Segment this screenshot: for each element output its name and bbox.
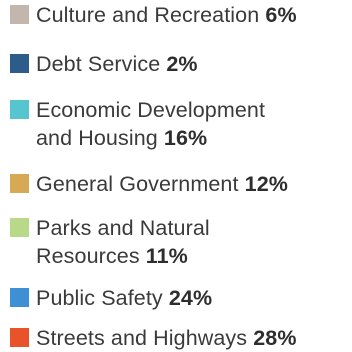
legend-value: 28% (253, 326, 297, 350)
legend-swatch-public-safety (10, 288, 29, 307)
legend-value: 2% (166, 52, 198, 76)
legend-item-general-government: General Government 12% (10, 170, 352, 198)
legend-swatch-general-government (10, 174, 29, 193)
legend-value: 11% (145, 244, 188, 268)
legend-item-parks-and-natural-resources: Parks and Natural Resources 11% (10, 214, 352, 270)
legend-swatch-debt-service (10, 54, 29, 73)
legend-value: 16% (163, 126, 208, 150)
legend-item-debt-service: Debt Service 2% (10, 50, 352, 78)
legend-value: 12% (244, 172, 288, 196)
legend-label: Culture and Recreation (36, 3, 260, 27)
legend-swatch-parks-and-natural-resources (10, 218, 29, 237)
legend-value: 6% (265, 3, 297, 27)
legend-label: General Government (36, 172, 239, 196)
legend-label: Public Safety (36, 286, 163, 310)
legend-label: Debt Service (36, 52, 161, 76)
legend-value: 24% (168, 286, 213, 310)
legend-item-streets-and-highways: Streets and Highways 28% (10, 324, 352, 352)
legend-swatch-streets-and-highways (10, 328, 29, 347)
legend-label: Streets and Highways (36, 326, 248, 350)
legend-item-economic-development-and-housing: Economic Development and Housing 16% (10, 96, 352, 152)
legend-label: Economic Development (36, 98, 266, 122)
legend-item-culture-and-recreation: Culture and Recreation 6% (10, 1, 352, 29)
legend-item-public-safety: Public Safety 24% (10, 284, 352, 312)
legend-label: Parks and Natural (36, 216, 210, 240)
legend-label-continued: Resources (36, 244, 140, 268)
legend-label-continued: and Housing (36, 126, 158, 150)
legend-swatch-culture-and-recreation (10, 5, 29, 24)
legend-swatch-economic-development-and-housing (10, 100, 29, 119)
